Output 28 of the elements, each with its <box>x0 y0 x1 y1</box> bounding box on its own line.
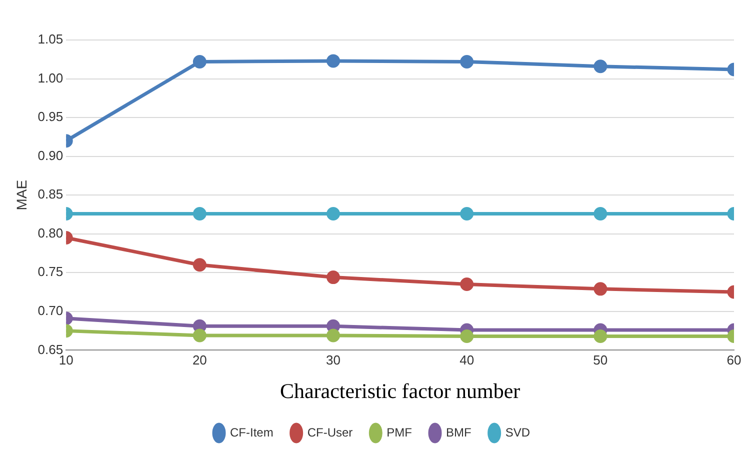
y-tick-label: 0.85 <box>38 186 64 202</box>
y-tick-label: 0.75 <box>38 264 64 280</box>
point <box>326 54 340 68</box>
y-tick-label: 0.70 <box>38 303 64 318</box>
x-tick-label: 40 <box>460 352 474 368</box>
y-tick-label: 1.05 <box>38 32 64 47</box>
point <box>460 54 474 68</box>
legend-label: BMF <box>446 425 472 440</box>
y-axis-title: MAE <box>13 180 30 210</box>
legend-label: CF-Item <box>230 425 274 440</box>
x-axis-title: Characteristic factor number <box>280 378 520 403</box>
x-tick-label: 50 <box>593 352 608 368</box>
point <box>326 206 340 220</box>
x-tick-label: 20 <box>192 352 207 368</box>
y-tick-label: 0.95 <box>38 109 64 124</box>
y-tick-label: 1.00 <box>38 70 64 86</box>
point <box>460 278 474 292</box>
legend-label: PMF <box>386 425 412 440</box>
y-tick-label: 0.80 <box>38 225 64 240</box>
legend-label: SVD <box>505 425 530 440</box>
point <box>460 206 474 220</box>
point <box>460 329 474 343</box>
x-tick-label: 60 <box>726 352 742 368</box>
x-tick-label: 30 <box>326 352 340 368</box>
y-tick-label: 0.90 <box>38 148 64 163</box>
point <box>326 270 340 284</box>
legend-label: CF-User <box>307 425 353 440</box>
point <box>326 328 340 342</box>
